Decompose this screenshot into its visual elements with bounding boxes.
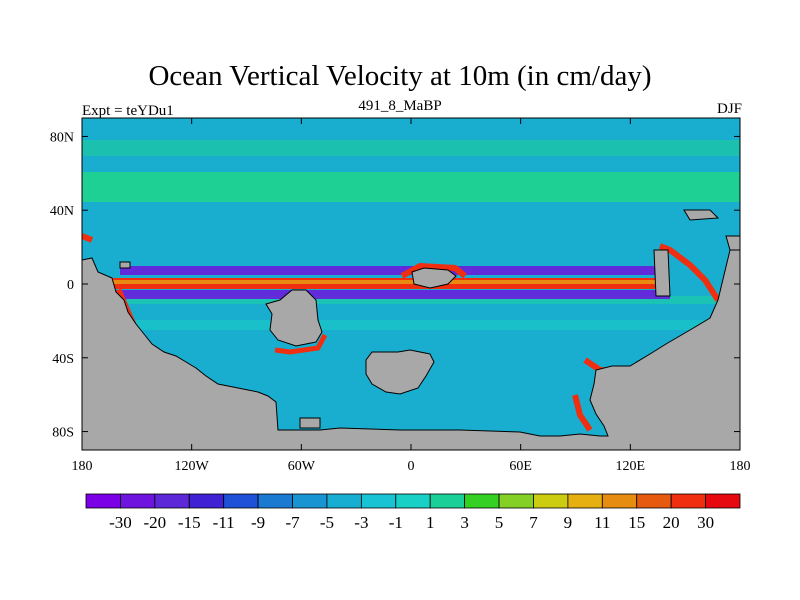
colorbar-swatch bbox=[257, 493, 293, 509]
colorbar-label: 30 bbox=[697, 513, 714, 532]
colorbar-swatch bbox=[188, 493, 225, 509]
colorbar-label: -3 bbox=[354, 513, 368, 532]
southern-stripe bbox=[82, 320, 740, 330]
y-tick-label: 40N bbox=[50, 204, 74, 219]
colorbar-swatch bbox=[120, 493, 156, 509]
land-equatorial-island bbox=[411, 267, 457, 289]
land-west-islet bbox=[299, 417, 321, 429]
colorbar-label: -1 bbox=[389, 513, 403, 532]
downwelling-band-north bbox=[120, 266, 660, 275]
x-tick-label: 60E bbox=[509, 459, 532, 474]
colorbar-swatch bbox=[636, 493, 672, 509]
colorbar-swatch bbox=[395, 493, 431, 509]
downwelling-band-south bbox=[110, 290, 670, 299]
colorbar-label: 3 bbox=[460, 513, 469, 532]
colorbar-label: -30 bbox=[109, 513, 132, 532]
colorbar-swatch bbox=[464, 493, 500, 509]
continent-upwelling bbox=[274, 333, 328, 355]
colorbar: -30 -20 -15 -11 -9 -7 -5 -3 -1 1 3 5 7 9 11 15 20 30 bbox=[85, 493, 741, 532]
coastal-upwelling-south bbox=[572, 394, 593, 432]
x-tick-label: 120E bbox=[616, 459, 646, 474]
season-label: DJF bbox=[716, 101, 742, 117]
x-tick-label: 180 bbox=[72, 459, 93, 474]
colorbar-label: -7 bbox=[285, 513, 300, 532]
colorbar-label: 15 bbox=[628, 513, 645, 532]
colorbar-swatch bbox=[601, 493, 638, 509]
x-tick-label: 0 bbox=[408, 459, 415, 474]
y-tick-label: 80S bbox=[52, 426, 74, 441]
island-upwelling bbox=[400, 262, 467, 279]
y-tick-label: 80N bbox=[50, 130, 74, 145]
colorbar-swatch bbox=[533, 493, 569, 509]
colorbar-label: -5 bbox=[320, 513, 334, 532]
colorbar-label: 5 bbox=[495, 513, 504, 532]
land-northeast-islet bbox=[683, 209, 720, 221]
colorbar-swatch bbox=[292, 493, 328, 509]
colorbar-swatch bbox=[360, 493, 397, 509]
colorbar-label: -11 bbox=[213, 513, 235, 532]
colorbar-swatch bbox=[705, 493, 741, 509]
y-axis: 80N 40N 0 40S 80S bbox=[50, 130, 740, 441]
colorbar-label: -9 bbox=[251, 513, 265, 532]
colorbar-swatch bbox=[567, 493, 603, 509]
land-west-continent bbox=[82, 249, 740, 450]
land-southern-island bbox=[365, 349, 435, 395]
map-field bbox=[82, 118, 740, 450]
colorbar-swatch bbox=[223, 493, 259, 509]
y-tick-label: 0 bbox=[67, 278, 74, 293]
equatorial-core bbox=[110, 280, 660, 284]
colorbar-label: 1 bbox=[426, 513, 435, 532]
x-tick-label: 180 bbox=[730, 459, 751, 474]
arctic-band bbox=[82, 140, 740, 156]
colorbar-label: 9 bbox=[564, 513, 573, 532]
experiment-label: Expt = teYDu1 bbox=[82, 103, 174, 119]
colorbar-label: -20 bbox=[144, 513, 167, 532]
colorbar-swatch bbox=[670, 493, 706, 509]
chart-title: Ocean Vertical Velocity at 10m (in cm/da… bbox=[148, 60, 652, 92]
colorbar-swatch bbox=[429, 493, 466, 509]
x-axis: 180 120W 60W 0 60E 120E 180 bbox=[72, 118, 751, 474]
coastal-upwelling-ne bbox=[658, 243, 721, 302]
x-tick-label: 120W bbox=[175, 459, 210, 474]
land-east-edge bbox=[725, 235, 740, 251]
coastal-upwelling-nw bbox=[82, 233, 94, 243]
land-masses bbox=[82, 209, 740, 450]
colorbar-label: 11 bbox=[594, 513, 610, 532]
northern-band bbox=[82, 172, 740, 202]
land-eastern-strip bbox=[653, 249, 671, 297]
subtropical-stripe bbox=[82, 296, 740, 304]
colorbar-swatch bbox=[498, 493, 534, 509]
colorbar-label: 7 bbox=[529, 513, 538, 532]
period-label: 491_8_MaBP bbox=[358, 98, 442, 114]
land-small-islet bbox=[119, 261, 131, 269]
x-tick-label: 60W bbox=[288, 459, 316, 474]
colorbar-label: 20 bbox=[663, 513, 680, 532]
colorbar-swatch bbox=[85, 493, 121, 509]
y-tick-label: 40S bbox=[52, 352, 74, 367]
colorbar-swatch bbox=[154, 493, 190, 509]
colorbar-label: -15 bbox=[178, 513, 201, 532]
colorbar-swatch bbox=[326, 493, 362, 509]
land-central-block bbox=[265, 289, 323, 347]
